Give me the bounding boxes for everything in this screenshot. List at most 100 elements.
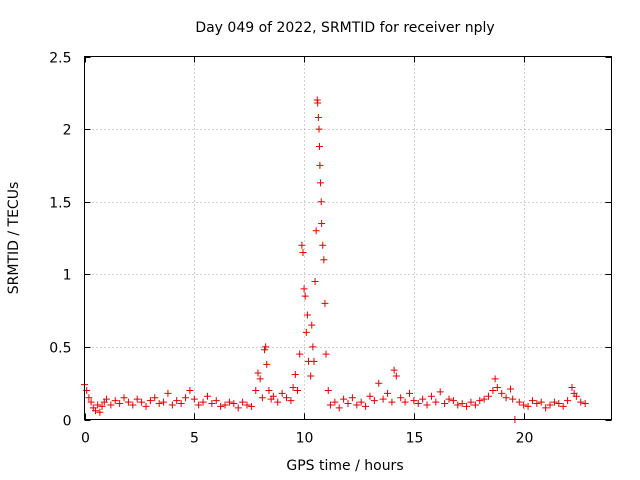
- data-point: [212, 397, 220, 405]
- data-point: [102, 395, 110, 403]
- grid: [84, 56, 612, 420]
- data-point: [326, 401, 334, 409]
- y-tick-label: 0.5: [49, 341, 71, 357]
- data-point: [414, 400, 422, 408]
- data-point: [283, 394, 291, 402]
- data-point: [293, 386, 301, 394]
- data-point: [261, 346, 269, 354]
- data-point: [199, 398, 207, 406]
- data-point: [186, 386, 194, 394]
- data-point: [577, 398, 585, 406]
- data-point: [190, 395, 198, 403]
- data-point: [427, 392, 435, 400]
- data-point: [299, 249, 307, 257]
- data-point: [298, 241, 306, 249]
- data-point: [392, 372, 400, 380]
- data-point: [362, 402, 370, 410]
- data-point: [263, 360, 271, 368]
- data-point: [256, 375, 264, 383]
- data-point: [348, 394, 356, 402]
- data-point: [87, 398, 95, 406]
- data-point: [445, 395, 453, 403]
- data-point: [559, 402, 567, 410]
- data-point: [322, 350, 330, 358]
- data-point: [537, 398, 545, 406]
- data-point: [320, 256, 328, 264]
- data-point: [390, 366, 398, 374]
- data-point: [353, 401, 361, 409]
- data-point: [98, 402, 106, 410]
- data-point: [138, 398, 146, 406]
- data-point: [331, 398, 339, 406]
- data-point: [485, 392, 493, 400]
- data-point: [375, 379, 383, 387]
- data-point: [173, 397, 181, 405]
- data-point: [555, 400, 563, 408]
- data-point: [471, 401, 479, 409]
- data-point: [287, 397, 295, 405]
- data-point: [458, 400, 466, 408]
- data-point: [289, 384, 297, 392]
- y-axis-label: SRMTID / TECUs: [6, 182, 22, 295]
- y-tick-label: 2: [63, 123, 72, 139]
- data-point: [252, 386, 260, 394]
- data-point: [107, 401, 115, 409]
- data-point: [324, 386, 332, 394]
- data-point: [142, 402, 150, 410]
- data-point: [316, 161, 324, 169]
- data-point: [308, 321, 316, 329]
- y-tick-label: 2.5: [49, 51, 71, 67]
- data-point: [315, 125, 323, 133]
- data-point: [319, 241, 327, 249]
- data-point: [317, 179, 325, 187]
- axis-ticks: [84, 56, 612, 421]
- data-point: [520, 401, 528, 409]
- data-point: [160, 398, 168, 406]
- data-point: [502, 394, 510, 402]
- data-point: [454, 401, 462, 409]
- data-point: [309, 343, 317, 351]
- data-point: [111, 397, 119, 405]
- data-point: [480, 395, 488, 403]
- data-point: [463, 402, 471, 410]
- data-point: [303, 311, 311, 319]
- data-point: [243, 401, 251, 409]
- data-point: [572, 392, 580, 400]
- x-tick-label: 5: [190, 431, 199, 447]
- data-point: [230, 400, 238, 408]
- data-points: [81, 96, 589, 423]
- data-point: [410, 397, 418, 405]
- data-point: [419, 395, 427, 403]
- x-tick-label: 10: [296, 431, 314, 447]
- y-tick-label: 1: [63, 268, 72, 284]
- data-point: [533, 400, 541, 408]
- data-point: [208, 400, 216, 408]
- data-point: [366, 392, 374, 400]
- data-point: [177, 400, 185, 408]
- data-point: [314, 113, 322, 121]
- data-point: [370, 397, 378, 405]
- y-tick-label: 1.5: [49, 196, 71, 212]
- data-point: [96, 408, 104, 416]
- data-point: [335, 404, 343, 412]
- data-point: [312, 227, 320, 235]
- data-point: [116, 400, 124, 408]
- data-point: [311, 278, 319, 286]
- data-point: [146, 397, 154, 405]
- data-point: [269, 392, 277, 400]
- data-point: [182, 394, 190, 402]
- data-point: [467, 398, 475, 406]
- data-point: [493, 384, 501, 392]
- data-point: [301, 292, 309, 300]
- data-point: [550, 398, 558, 406]
- data-point: [195, 401, 203, 409]
- data-point: [278, 389, 286, 397]
- data-point: [441, 400, 449, 408]
- data-point: [94, 401, 102, 409]
- data-point: [489, 386, 497, 394]
- data-point: [340, 395, 348, 403]
- data-point: [155, 400, 163, 408]
- data-point: [498, 389, 506, 397]
- data-point: [120, 394, 128, 402]
- data-point: [581, 400, 589, 408]
